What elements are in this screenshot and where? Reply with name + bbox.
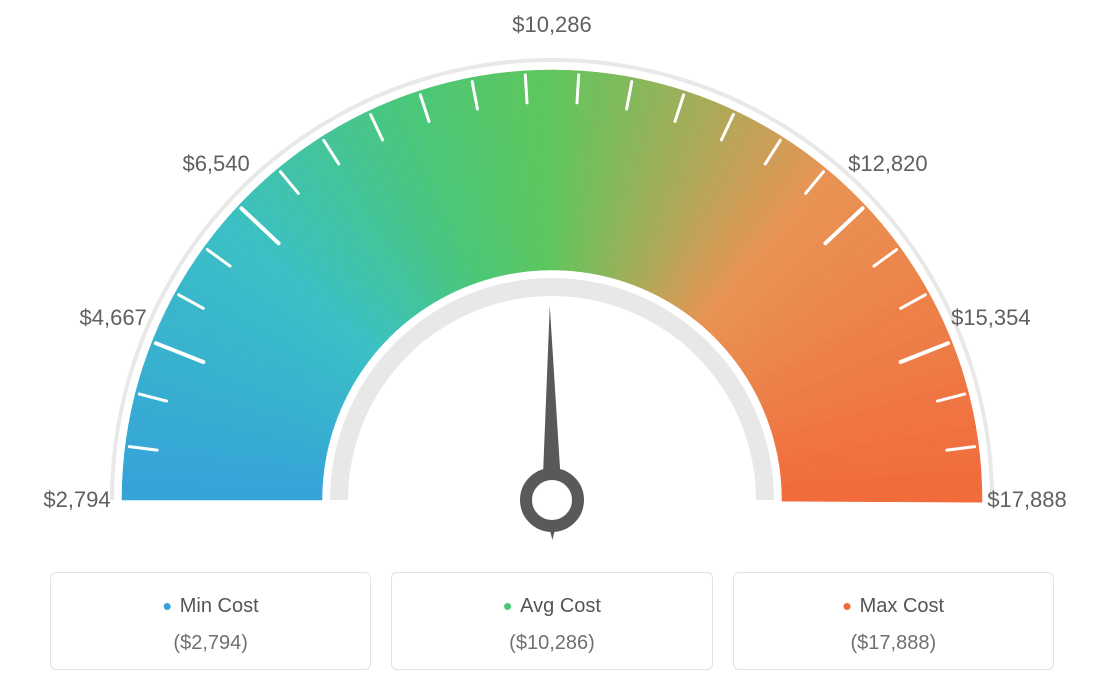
gauge-tick-label: $17,888 <box>987 487 1067 513</box>
legend-card-avg: Avg Cost ($10,286) <box>391 572 712 670</box>
legend-value-avg: ($10,286) <box>402 632 701 655</box>
legend-title-avg: Avg Cost <box>402 591 701 622</box>
legend-value-min: ($2,794) <box>61 632 360 655</box>
gauge-tick-label: $2,794 <box>43 487 110 513</box>
gauge-tick-label: $6,540 <box>182 151 249 177</box>
legend-title-min: Min Cost <box>61 591 360 622</box>
legend-value-max: ($17,888) <box>744 632 1043 655</box>
legend-card-min: Min Cost ($2,794) <box>50 572 371 670</box>
gauge-tick-label: $15,354 <box>951 305 1031 331</box>
gauge-svg <box>0 0 1104 560</box>
legend-title-max: Max Cost <box>744 591 1043 622</box>
legend-row: Min Cost ($2,794) Avg Cost ($10,286) Max… <box>40 572 1064 670</box>
gauge-tick-label: $10,286 <box>512 12 592 38</box>
gauge-chart: $2,794 $4,667 $6,540 $10,286 $12,820 $15,354 $… <box>0 0 1104 560</box>
cost-gauge-container: $2,794 $4,667 $6,540 $10,286 $12,820 $15,354 $… <box>0 0 1104 690</box>
legend-card-max: Max Cost ($17,888) <box>733 572 1054 670</box>
gauge-tick-label: $12,820 <box>848 151 928 177</box>
gauge-tick-label: $4,667 <box>80 305 147 331</box>
